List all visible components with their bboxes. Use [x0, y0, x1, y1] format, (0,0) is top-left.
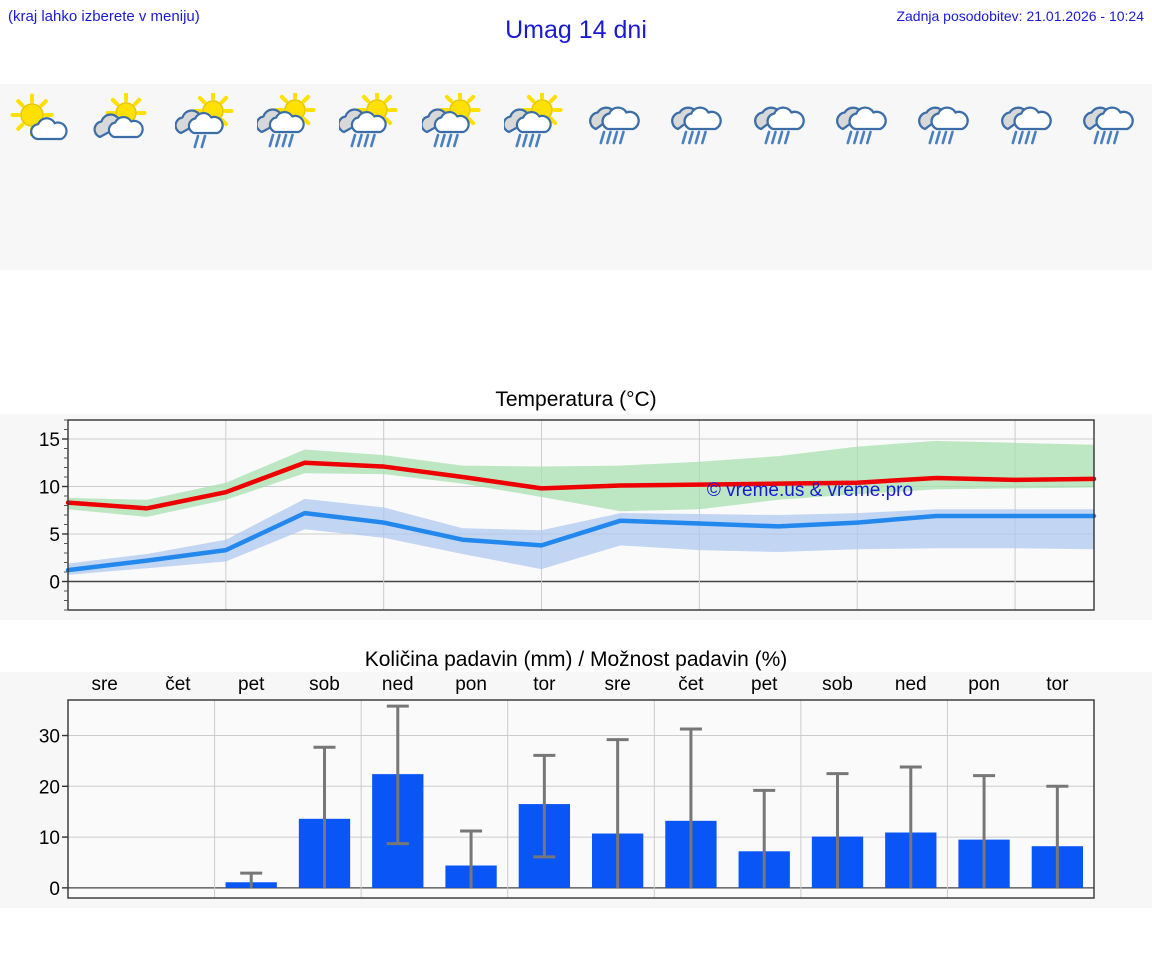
day-column[interactable] [494, 84, 576, 270]
svg-text:15: 15 [39, 430, 60, 451]
precipitation-probability [82, 898, 164, 938]
day-column[interactable] [741, 84, 823, 270]
cloud-rain-icon [751, 91, 813, 153]
cloud-rain-icon [668, 91, 730, 153]
sun-cloud-icon [10, 91, 72, 153]
temperature-chart-title: Temperatura (°C) [495, 388, 657, 411]
cloud-rain-icon [833, 91, 895, 153]
menu-hint-text: (kraj lahko izberete v meniju) [8, 8, 200, 25]
svg-text:sre: sre [91, 674, 117, 695]
svg-text:ned: ned [895, 674, 927, 695]
svg-text:pon: pon [968, 674, 1000, 695]
svg-text:© vreme.us & vreme.pro: © vreme.us & vreme.pro [707, 480, 913, 501]
precipitation-chart: sre čet pet sob ned pon tor sre čet pet sob ned pon t… [39, 674, 1095, 900]
day-column[interactable] [329, 84, 411, 270]
svg-text:sob: sob [309, 674, 340, 695]
day-column[interactable] [823, 84, 905, 270]
svg-text:10: 10 [39, 828, 60, 849]
day-column[interactable] [1070, 84, 1152, 270]
svg-text:pon: pon [455, 674, 487, 695]
precipitation-probability [411, 898, 493, 938]
sun-cloud-light-rain-icon [174, 91, 237, 153]
svg-text:pet: pet [751, 674, 778, 695]
svg-text:10: 10 [39, 478, 60, 499]
cloud-rain-icon [586, 91, 648, 153]
precipitation-chart-panel: sre čet pet sob ned pon tor sre čet pet sob ned pon t… [0, 672, 1152, 908]
day-column[interactable] [0, 84, 82, 270]
precipitation-chart-title: Količina padavin (mm) / Možnost padavin … [364, 648, 788, 671]
svg-text:ned: ned [382, 674, 414, 695]
svg-text:čet: čet [678, 674, 704, 695]
precipitation-probability [165, 898, 247, 938]
svg-text:tor: tor [533, 674, 556, 695]
sun-cloud-rain-icon [256, 91, 319, 153]
sun-cloud-rain-icon [421, 91, 484, 153]
svg-text:pet: pet [238, 674, 265, 695]
precipitation-probability [329, 898, 411, 938]
daily-forecast-strip [0, 84, 1152, 270]
precipitation-probability [0, 898, 82, 938]
sun-cloud-rain-icon [339, 91, 401, 153]
cloud-rain-icon [998, 91, 1060, 153]
precipitation-probability [823, 898, 905, 938]
svg-text:sre: sre [604, 674, 630, 695]
precipitation-probability [658, 898, 740, 938]
svg-text:20: 20 [39, 777, 60, 798]
sun-cloud-rain-icon [503, 91, 566, 153]
day-column[interactable] [576, 84, 658, 270]
svg-text:tor: tor [1046, 674, 1069, 695]
cloud-rain-icon [915, 91, 977, 153]
precipitation-probability-row [0, 898, 1152, 938]
precipitation-probability [987, 898, 1069, 938]
precipitation-probability [1070, 898, 1152, 938]
svg-text:čet: čet [165, 674, 191, 695]
precipitation-probability [247, 898, 329, 938]
svg-text:sob: sob [822, 674, 853, 695]
precipitation-probability [494, 898, 576, 938]
day-column[interactable] [247, 84, 329, 270]
svg-text:5: 5 [49, 525, 60, 546]
cloud-rain-icon [1080, 91, 1142, 153]
day-column[interactable] [905, 84, 987, 270]
day-column[interactable] [658, 84, 740, 270]
day-column[interactable] [411, 84, 493, 270]
precipitation-probability [741, 898, 823, 938]
page-header: (kraj lahko izberete v meniju) Umag 14 d… [0, 0, 1152, 44]
day-column[interactable] [987, 84, 1069, 270]
day-column[interactable] [165, 84, 247, 270]
svg-text:0: 0 [49, 879, 60, 900]
last-updated-text: Zadnja posodobitev: 21.01.2026 - 10:24 [896, 8, 1144, 24]
temperature-chart: 0 5 10 15 © vreme.us & vreme.pro [39, 419, 1097, 611]
temperature-chart-panel: 0 5 10 15 © vreme.us & vreme.pro [0, 414, 1152, 620]
sun-behind-clouds-icon [92, 91, 154, 153]
page-title: Umag 14 dni [505, 16, 647, 44]
precipitation-probability [576, 898, 658, 938]
precipitation-probability [905, 898, 987, 938]
day-column[interactable] [82, 84, 164, 270]
svg-text:30: 30 [39, 727, 60, 748]
svg-text:0: 0 [49, 573, 60, 594]
